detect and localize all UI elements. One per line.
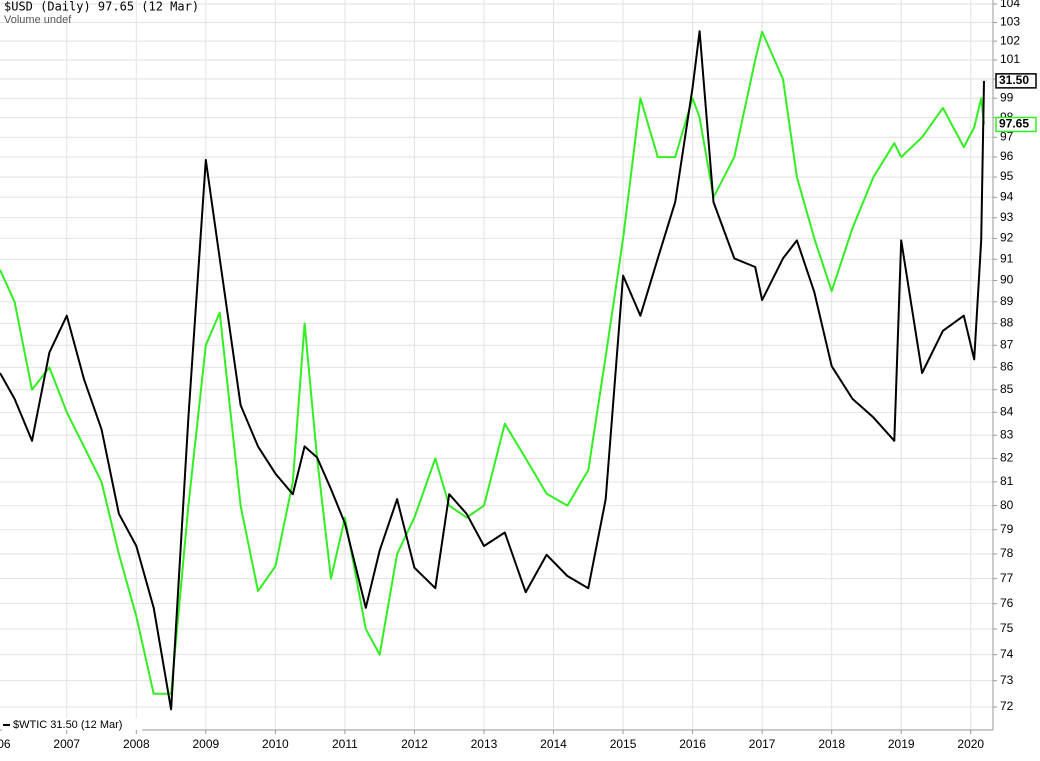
- y-tick-label: 99: [1000, 90, 1014, 104]
- y-tick-label: 74: [1000, 647, 1014, 661]
- y-tick-label: 89: [1000, 294, 1014, 308]
- legend-usd: $USD (Daily) 97.65 (12 Mar): [4, 0, 199, 14]
- last-value-box: [995, 116, 1037, 133]
- y-tick-label: 78: [1000, 546, 1014, 560]
- y-tick-label: 79: [1000, 522, 1014, 536]
- x-tick-label: 2012: [401, 737, 428, 751]
- y-tick-label: 96: [1000, 149, 1014, 163]
- y-tick-label: 93: [1000, 210, 1014, 224]
- y-tick-label: 75: [1000, 621, 1014, 635]
- x-tick-label: 2013: [471, 737, 498, 751]
- series-line: [0, 30, 985, 711]
- x-tick-label: 2017: [749, 737, 776, 751]
- y-tick-label: 102: [1000, 33, 1020, 47]
- x-tick-label: 2009: [192, 737, 219, 751]
- x-tick-label: 2018: [818, 737, 845, 751]
- y-tick-label: 97: [1000, 129, 1014, 143]
- x-tick-label: 2007: [53, 737, 80, 751]
- last-value-label: 31.50: [999, 73, 1029, 87]
- y-tick-label: 77: [1000, 571, 1014, 585]
- x-tick-label: 2020: [957, 737, 984, 751]
- y-tick-label: 80: [1000, 498, 1014, 512]
- x-tick-label: 2008: [123, 737, 150, 751]
- last-value-box: [995, 73, 1037, 89]
- y-tick-label: 84: [1000, 405, 1014, 419]
- last-value-label: 97.65: [999, 117, 1029, 131]
- y-tick-label: 76: [1000, 596, 1014, 610]
- y-tick-label: 73: [1000, 673, 1014, 687]
- y-tick-label: 103: [1000, 15, 1020, 29]
- y-tick-label: 90: [1000, 273, 1014, 287]
- y-tick-label: 86: [1000, 360, 1014, 374]
- y-tick-label: 87: [1000, 337, 1014, 351]
- x-tick-label: 2010: [262, 737, 289, 751]
- y-tick-label: 83: [1000, 427, 1014, 441]
- y-tick-label: 72: [1000, 699, 1014, 713]
- x-tick-label: 2006: [0, 737, 11, 751]
- legend-volume: Volume undef: [4, 14, 72, 26]
- x-tick-label: 2016: [679, 737, 706, 751]
- y-tick-label: 104: [1000, 0, 1020, 10]
- x-tick-label: 2019: [888, 737, 915, 751]
- y-tick-label: 82: [1000, 451, 1014, 465]
- x-tick-label: 2011: [332, 737, 358, 751]
- y-tick-label: 95: [1000, 169, 1014, 183]
- y-tick-label: 101: [1000, 52, 1020, 66]
- x-tick-label: 2014: [540, 737, 567, 751]
- plot-area: [0, 0, 993, 730]
- y-tick-label: 92: [1000, 231, 1014, 245]
- legend-bg: [2, 718, 142, 732]
- y-tick-label: 88: [1000, 316, 1014, 330]
- y-tick-label: 91: [1000, 251, 1014, 265]
- y-tick-label: 85: [1000, 382, 1014, 396]
- y-tick-label: 94: [1000, 189, 1014, 203]
- legend-wtic: $WTIC 31.50 (12 Mar): [13, 719, 122, 731]
- y-tick-label: 81: [1000, 474, 1014, 488]
- x-tick-label: 2015: [610, 737, 637, 751]
